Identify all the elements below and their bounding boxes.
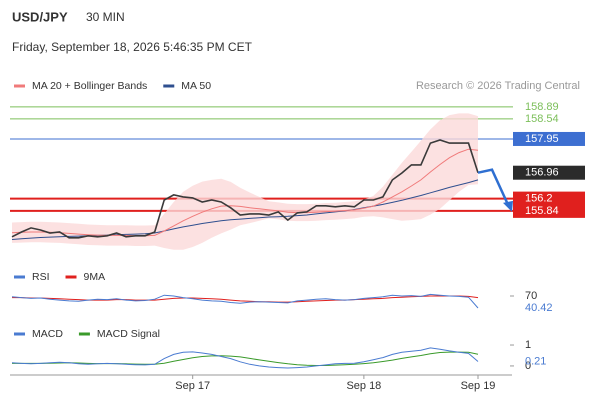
x-tick-label: Sep 17 [175,380,210,392]
last-value-label: 40.42 [525,302,553,314]
legend-label: 9MA [84,271,106,283]
legend-label: MA 20 + Bollinger Bands [32,80,147,92]
legend-label: MACD Signal [97,328,160,340]
bollinger-band [12,113,478,250]
series-line [11,139,479,239]
series-line [11,293,479,309]
level-label-box [513,191,585,206]
symbol: USD/JPY [12,9,68,24]
last-price-box [513,165,585,180]
y-tick-label: 0 [525,360,531,372]
last-value-label: 0.21 [525,355,546,367]
series-line [11,148,479,237]
timeframe: 30 MIN [86,10,125,24]
last-price-label: 156.96 [525,167,559,179]
level-label: 157.95 [525,133,559,145]
legend-label: MA 50 [181,80,211,92]
credit: Research © 2026 Trading Central [416,80,580,92]
level-label-box [513,131,585,146]
forecast-arrow [477,168,511,208]
level-label: 155.84 [525,205,559,217]
level-label: 156.2 [525,193,553,205]
datetime: Friday, September 18, 2026 5:46:35 PM CE… [12,40,253,54]
y-tick-label: 70 [525,290,537,302]
series-line [12,351,479,366]
x-tick-label: Sep 18 [346,380,381,392]
level-label: 158.89 [525,101,559,113]
legend-label: RSI [32,271,50,283]
forecast-arrowhead [503,200,513,212]
x-tick-label: Sep 19 [461,380,496,392]
level-label-box [513,203,585,218]
level-label: 158.54 [525,113,559,125]
series-line [11,347,479,369]
legend-label: MACD [32,328,63,340]
y-tick-label: 1 [525,339,531,351]
